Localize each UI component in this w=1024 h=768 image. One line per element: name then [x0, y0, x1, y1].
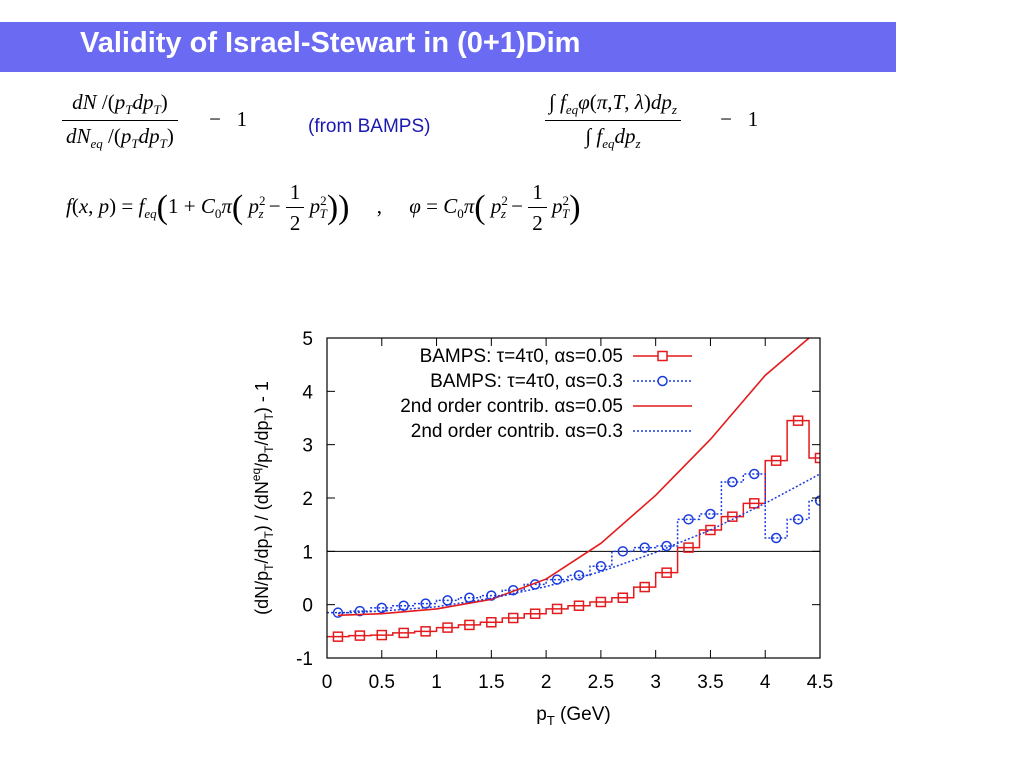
series-line — [327, 419, 820, 638]
data-point-circle — [420, 598, 431, 609]
legend-marker-circle — [657, 375, 668, 387]
data-point-square — [332, 631, 344, 642]
data-point-circle — [749, 468, 760, 480]
chart-axes-group: 0 0.5 1 1.5 2 2.5 3 3.5 4 4.5 -1 0 1 2 3 4 5 — [296, 329, 833, 693]
x-tick-label: 0.5 — [369, 672, 395, 693]
series-2 — [327, 468, 820, 618]
x-tick-label: 4.5 — [807, 672, 833, 693]
x-axis-label: pT (GeV) — [536, 704, 610, 728]
data-point-square — [398, 627, 409, 639]
data-point-square — [792, 415, 804, 426]
data-point-circle — [617, 546, 629, 557]
data-point-circle — [770, 532, 782, 544]
data-point-circle — [639, 542, 650, 553]
data-point-square — [354, 630, 366, 641]
data-point-square — [814, 452, 820, 464]
validity-chart: 0 0.5 1 1.5 2 2.5 3 3.5 4 4.5 -1 0 1 2 3 4 5 BAMPS: τ=4τ… — [249, 329, 833, 728]
y-tick-label: 3 — [302, 436, 313, 457]
y-tick-label: 2 — [302, 489, 313, 510]
fit-line-solid — [337, 338, 810, 617]
data-point-square — [551, 603, 563, 615]
equation-ratio-left: dN /(pTdpT) dNeq /(pTdpT) − 1 — [62, 90, 247, 152]
data-point-square — [595, 596, 607, 608]
y-tick-label: 1 — [302, 542, 313, 563]
data-point-square — [639, 581, 650, 593]
data-point-circle — [464, 592, 475, 603]
x-tick-label: 1 — [431, 672, 442, 693]
data-point-square — [661, 567, 672, 578]
y-tick-label: 0 — [302, 596, 313, 617]
data-point-square — [705, 524, 716, 536]
y-tick-label: -1 — [296, 649, 313, 670]
data-point-circle — [683, 514, 694, 525]
x-tick-label: 2.5 — [588, 672, 614, 693]
data-point-circle — [376, 602, 388, 614]
x-tick-label: 1.5 — [478, 672, 504, 693]
data-point-square — [464, 619, 475, 631]
chart-series-group — [327, 338, 820, 642]
title-bar: Validity of Israel-Stewart in (0+1)Dim — [0, 22, 896, 72]
data-point-square — [486, 617, 497, 628]
data-point-square — [507, 612, 519, 624]
data-point-circle — [792, 514, 804, 525]
x-tick-label: 3.5 — [697, 672, 723, 693]
data-point-circle — [354, 605, 366, 617]
data-point-square — [420, 626, 431, 637]
data-point-circle — [705, 508, 716, 520]
x-tick-label: 4 — [760, 672, 771, 693]
series-1 — [327, 415, 820, 642]
data-point-square — [617, 592, 629, 603]
fit-line-dotted — [337, 473, 820, 614]
slide-title: Validity of Israel-Stewart in (0+1)Dim — [80, 27, 581, 59]
chart-legend: BAMPS: τ=4τ0, αs=0.05 BAMPS: τ=4τ0, αs=0.… — [400, 346, 692, 442]
series-line — [327, 473, 820, 614]
legend-label: 2nd order contrib. αs=0.3 — [411, 421, 623, 442]
legend-label: BAMPS: τ=4τ0, αs=0.05 — [420, 346, 623, 367]
equation-ratio-right: ∫ feqφ(π,T, λ)dpz ∫ feqdpz − 1 — [545, 90, 758, 152]
data-point-circle — [595, 561, 607, 572]
data-point-square — [442, 622, 453, 633]
x-tick-label: 3 — [650, 672, 661, 693]
series-4 — [337, 473, 820, 614]
data-point-circle — [573, 570, 585, 581]
x-tick-label: 0 — [322, 672, 333, 693]
y-axis-label: (dN/pT/dpT) / (dNeq/pT/dpT) - 1 — [249, 381, 276, 615]
source-note: (from BAMPS) — [308, 116, 431, 137]
y-tick-label: 5 — [302, 329, 313, 350]
data-point-square — [573, 600, 585, 611]
legend-label: 2nd order contrib. αs=0.05 — [400, 396, 623, 417]
legend-marker-square — [657, 350, 668, 362]
legend-label: BAMPS: τ=4τ0, αs=0.3 — [430, 371, 623, 392]
data-point-square — [683, 542, 694, 553]
y-tick-label: 4 — [302, 382, 313, 403]
data-point-circle — [727, 476, 738, 488]
data-point-square — [529, 608, 541, 619]
data-point-circle — [814, 495, 820, 506]
data-point-square — [376, 629, 388, 641]
data-point-circle — [398, 600, 409, 611]
data-point-square — [770, 455, 782, 466]
x-tick-label: 2 — [541, 672, 552, 693]
series-3 — [337, 338, 810, 617]
